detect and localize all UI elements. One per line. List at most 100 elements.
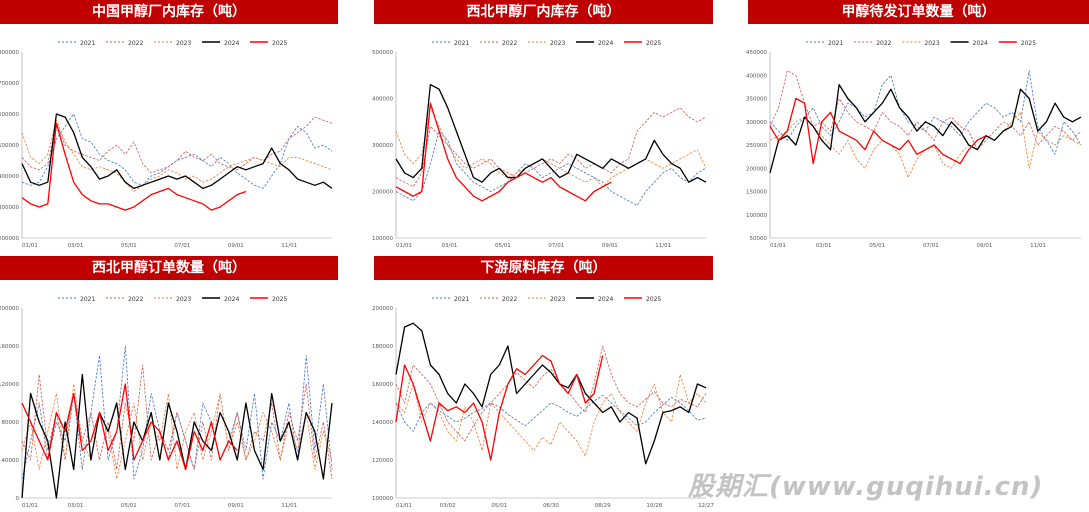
x-tick-label: 09/01 <box>228 503 244 509</box>
legend-label: 2022 <box>128 296 143 303</box>
y-tick-label: 200000 <box>746 166 767 172</box>
x-tick-label: 08/29 <box>595 503 611 509</box>
x-tick-label: 06/30 <box>543 503 559 509</box>
series-group <box>395 322 707 465</box>
legend: 2021 2022 2023 2024 2025 <box>432 40 661 47</box>
chart-panel-2: 西北甲醇厂内库存（吨） 2021 2022 2023 2024 2025 100000 20… <box>372 0 714 252</box>
series-line-2024 <box>769 83 1082 174</box>
y-tick-label: 400000 <box>0 174 19 180</box>
series-line-2024 <box>21 113 333 190</box>
y-tick-label: 300000 <box>0 205 19 211</box>
legend-label: 2023 <box>550 296 565 303</box>
x-axis: 01/01 03/01 05/01 07/01 09/01 11/01 <box>770 243 1046 249</box>
y-tick-label: 700000 <box>0 81 19 87</box>
y-tick-label: 200000 <box>0 306 19 312</box>
legend-label: 2025 <box>1021 40 1036 47</box>
y-tick-label: 80000 <box>2 420 20 426</box>
series-line-2022 <box>21 364 333 480</box>
y-tick-label: 500000 <box>0 143 19 149</box>
legend-label: 2021 <box>80 296 95 303</box>
series-line-2023 <box>21 383 333 480</box>
series-line-2021 <box>21 345 333 480</box>
series-line-2024 <box>395 83 707 183</box>
y-tick-label: 160000 <box>372 382 393 388</box>
chart-title: 中国甲醇厂内库存（吨） <box>0 0 338 24</box>
series-line-2025 <box>395 354 604 461</box>
y-axis: 100000 120000 140000 160000 180000 200000 <box>372 306 393 502</box>
chart-title: 甲醇待发订单数量（吨） <box>748 0 1089 24</box>
x-tick-label: 07/01 <box>174 243 190 249</box>
x-tick-label: 01/01 <box>22 503 38 509</box>
chart-svg: 2021 2022 2023 2024 2025 200000 300000 400000 50… <box>0 40 333 249</box>
x-tick-label: 11/01 <box>655 243 671 249</box>
x-tick-label: 05/01 <box>121 243 137 249</box>
y-tick-label: 300000 <box>372 143 393 149</box>
y-tick-label: 120000 <box>372 458 393 464</box>
series-line-2022 <box>395 107 707 188</box>
series-group <box>21 113 333 211</box>
legend-label: 2022 <box>128 40 143 47</box>
y-tick-label: 400000 <box>372 97 393 103</box>
y-tick-label: 100000 <box>746 213 767 219</box>
legend-label: 2025 <box>646 40 661 47</box>
x-tick-label: 11/01 <box>281 243 297 249</box>
legend-label: 2024 <box>224 296 239 303</box>
y-tick-label: 50000 <box>750 236 768 242</box>
x-tick-label: 09/01 <box>977 243 993 249</box>
chart-svg: 2021 2022 2023 2024 2025 100000 200000 300000 40… <box>372 40 707 249</box>
legend: 2021 2022 2023 2024 2025 <box>806 40 1036 47</box>
y-tick-label: 400000 <box>746 73 767 79</box>
y-tick-label: 100000 <box>372 496 393 502</box>
legend-label: 2021 <box>454 40 469 47</box>
legend-label: 2024 <box>224 40 239 47</box>
y-axis: 100000 200000 300000 400000 500000 <box>372 50 393 242</box>
x-axis: 01/01 03/01 05/01 07/01 09/01 11/01 <box>22 243 297 249</box>
y-tick-label: 150000 <box>746 190 767 196</box>
legend-label: 2022 <box>502 296 517 303</box>
series-line-2021 <box>21 113 333 189</box>
chart-panel-1: 中国甲醇厂内库存（吨） 2021 2022 2023 2024 2025 200000 30… <box>0 0 340 252</box>
y-tick-label: 100000 <box>372 236 393 242</box>
y-tick-label: 140000 <box>372 420 393 426</box>
legend-label: 2024 <box>973 40 988 47</box>
y-tick-label: 200000 <box>372 306 393 312</box>
y-tick-label: 200000 <box>0 236 19 242</box>
series-line-2021 <box>395 395 707 432</box>
series-group <box>769 70 1082 179</box>
legend-label: 2021 <box>80 40 95 47</box>
x-tick-label: 01/01 <box>770 243 786 249</box>
y-tick-label: 40000 <box>2 458 20 464</box>
x-axis: 01/01 03/01 05/01 07/01 09/01 11/01 <box>22 503 297 509</box>
chart-svg: 2021 2022 2023 2024 2025 0 40000 80000 120000 160… <box>0 296 333 509</box>
series-line-2025 <box>395 102 612 202</box>
x-tick-label: 05/01 <box>495 243 511 249</box>
legend-label: 2024 <box>598 40 613 47</box>
x-tick-label: 03/01 <box>816 243 832 249</box>
series-group <box>395 83 707 206</box>
x-tick-label: 05/01 <box>121 503 137 509</box>
y-tick-label: 200000 <box>372 190 393 196</box>
x-tick-label: 05/01 <box>869 243 885 249</box>
watermark-text: 股期汇(www.guqihui.cn) <box>688 472 1044 502</box>
legend-label: 2023 <box>550 40 565 47</box>
chart-panel-5: 下游原料库存（吨） 2021 2022 2023 2024 2025 100000 1200… <box>372 256 714 512</box>
x-tick-label: 07/01 <box>174 503 190 509</box>
legend-label: 2023 <box>924 40 939 47</box>
chart-svg: 2021 2022 2023 2024 2025 50000 100000 150000 200… <box>746 40 1082 249</box>
x-axis: 01/01 03/01 05/01 07/01 09/01 11/01 <box>396 243 671 249</box>
y-tick-label: 600000 <box>0 112 19 118</box>
chart-panel-3: 甲醇待发订单数量（吨） 2021 2022 2023 2024 2025 50000 100… <box>746 0 1089 252</box>
y-axis: 50000 100000 150000 200000 250000 300000 35000… <box>746 50 767 242</box>
y-tick-label: 0 <box>16 496 20 502</box>
chart-panel-4: 西北甲醇订单数量（吨） 2021 2022 2023 2024 2025 0 40000 80… <box>0 256 340 512</box>
series-line-2024 <box>395 322 707 465</box>
y-tick-label: 800000 <box>0 50 19 56</box>
legend-label: 2022 <box>876 40 891 47</box>
legend-label: 2021 <box>454 296 469 303</box>
x-axis: 01/01 03/02 05/01 06/30 08/29 10/28 12/27 <box>396 503 714 509</box>
x-tick-label: 01/01 <box>22 243 38 249</box>
series-line-2025 <box>21 122 247 211</box>
y-axis: 200000 300000 400000 500000 600000 700000 8000… <box>0 50 19 242</box>
x-tick-label: 09/01 <box>228 243 244 249</box>
x-tick-label: 01/01 <box>396 243 412 249</box>
